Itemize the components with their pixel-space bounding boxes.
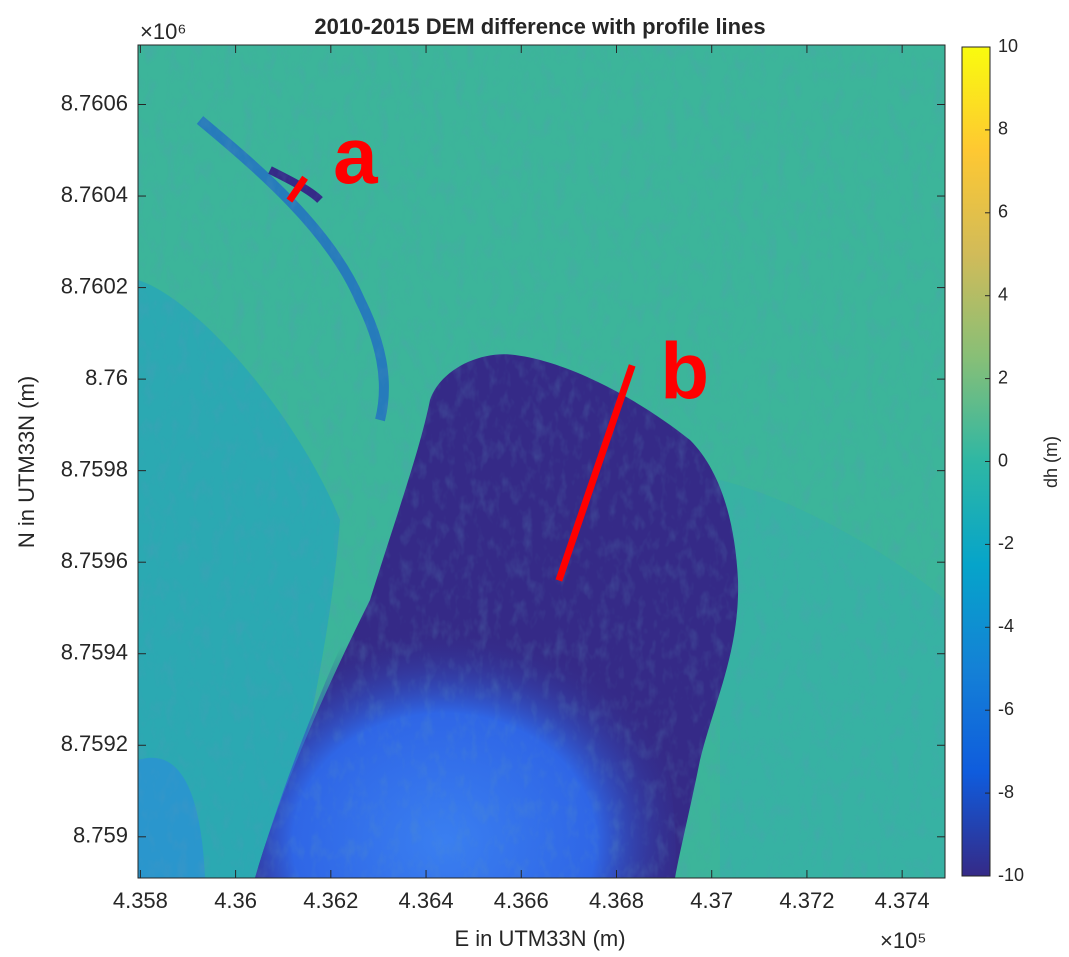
profile-label: a — [333, 111, 378, 200]
colorbar-tick-label: 6 — [998, 202, 1008, 222]
profile-line — [286, 175, 308, 203]
x-tick-label: 4.358 — [113, 888, 168, 913]
profile-label: b — [660, 327, 709, 416]
x-multiplier: ×10⁵ — [880, 928, 926, 953]
x-tick-label: 4.37 — [690, 888, 733, 913]
y-tick-label: 8.7606 — [61, 90, 128, 115]
colorbar-tick-label: -2 — [998, 533, 1014, 553]
x-tick-label: 4.36 — [214, 888, 257, 913]
x-tick-label: 4.374 — [875, 888, 930, 913]
y-tick-label: 8.7604 — [61, 182, 128, 207]
x-tick-label: 4.366 — [494, 888, 549, 913]
chart-title: 2010-2015 DEM difference with profile li… — [314, 14, 765, 39]
profile-line — [555, 364, 636, 582]
y-tick-label: 8.7602 — [61, 273, 128, 298]
y-tick-label: 8.7594 — [61, 640, 128, 665]
y-tick-label: 8.76 — [85, 365, 128, 390]
y-tick-label: 8.7596 — [61, 548, 128, 573]
y-tick-label: 8.759 — [73, 823, 128, 848]
x-tick-label: 4.362 — [303, 888, 358, 913]
x-tick-label: 4.364 — [399, 888, 454, 913]
y-tick-label: 8.7592 — [61, 731, 128, 756]
colorbar-tick-label: 10 — [998, 36, 1018, 56]
y-multiplier: ×10⁶ — [140, 19, 186, 44]
axes-box — [137, 44, 946, 879]
colorbar-tick-label: -4 — [998, 616, 1014, 636]
colorbar-tick-label: 0 — [998, 450, 1008, 470]
colorbar-tick-label: -10 — [998, 865, 1024, 885]
x-tick-label: 4.368 — [589, 888, 644, 913]
x-axis-label: E in UTM33N (m) — [454, 926, 625, 951]
colorbar-tick-label: 8 — [998, 119, 1008, 139]
x-tick-label: 4.372 — [779, 888, 834, 913]
colorbar-tick-label: -6 — [998, 699, 1014, 719]
dem-field — [138, 45, 945, 878]
y-axis-label: N in UTM33N (m) — [14, 376, 39, 548]
colorbar-tick-label: -8 — [998, 782, 1014, 802]
colorbar-tick-label: 4 — [998, 284, 1008, 304]
y-tick-label: 8.7598 — [61, 456, 128, 481]
colorbar-tick-label: 2 — [998, 367, 1008, 387]
colorbar-label: dh (m) — [1041, 436, 1061, 488]
